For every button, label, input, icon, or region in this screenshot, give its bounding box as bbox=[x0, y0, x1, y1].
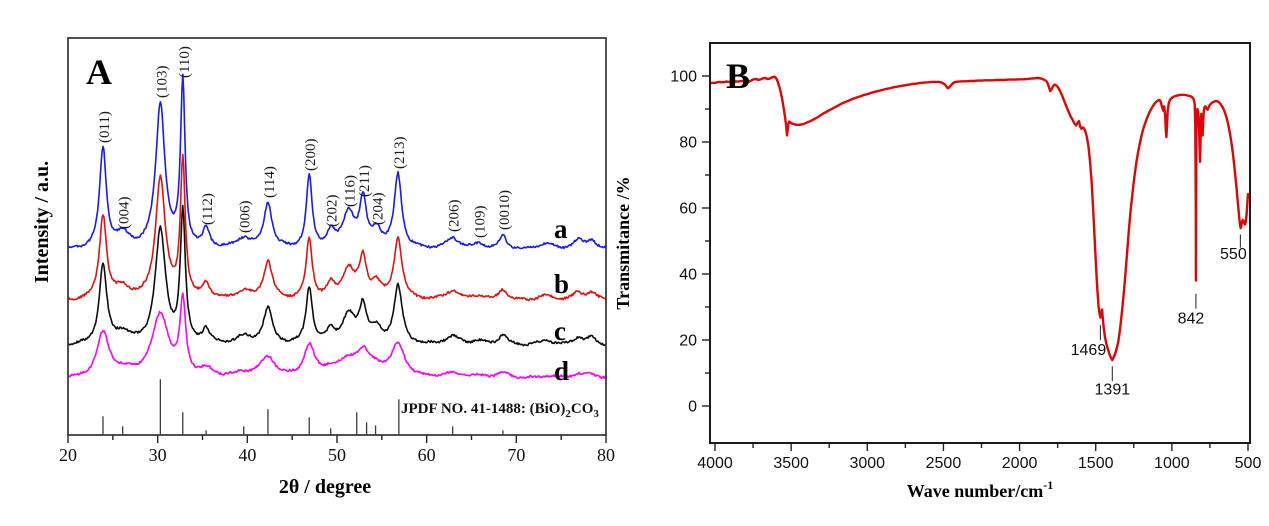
a-x-axis-ticks: 20 30 40 50 60 70 80 bbox=[59, 435, 615, 465]
b-x-tick-label: 1000 bbox=[1154, 455, 1190, 472]
plot-frame-a bbox=[67, 37, 607, 436]
b-y-tick-label: 0 bbox=[688, 399, 697, 416]
reference-label-main: JPDF NO. 41-1488: (BiO) bbox=[401, 401, 565, 417]
peak-label-112: (112) bbox=[200, 193, 216, 225]
annotation-label-1469: 1469 bbox=[1071, 342, 1107, 359]
panel-b-ftir: 4000 3500 3000 2500 2000 1500 1000 500 0 20 40 60 8… bbox=[613, 42, 1261, 501]
xrd-peak-labels: (011) (004) (103) (110) (112) (006) (114) (200)… bbox=[97, 46, 513, 238]
a-y-axis-title: Intensity / a.u. bbox=[31, 161, 53, 283]
plot-frame-b bbox=[709, 42, 1251, 444]
a-x-tick-label: 30 bbox=[149, 445, 167, 465]
peak-label-110: (110) bbox=[177, 46, 193, 78]
a-x-tick-label: 60 bbox=[418, 445, 436, 465]
panel-a-letter: A bbox=[86, 52, 112, 92]
a-x-axis-title: 2θ / degree bbox=[279, 476, 371, 498]
peak-label-006: (006) bbox=[238, 201, 254, 234]
peak-label-202: (202) bbox=[325, 195, 341, 228]
series-label-c: c bbox=[554, 316, 566, 346]
reference-label-sub3: 3 bbox=[593, 408, 599, 420]
ftir-curve-group bbox=[710, 75, 1250, 362]
ftir-spectrum-curve bbox=[710, 75, 1250, 362]
b-x-axis-title: Wave number/cm-1 bbox=[907, 478, 1054, 501]
b-y-tick-label: 80 bbox=[679, 135, 697, 152]
b-y-tick-label: 60 bbox=[679, 201, 697, 218]
xrd-curve-b bbox=[68, 153, 606, 302]
panel-b-letter: B bbox=[726, 56, 750, 96]
series-label-b: b bbox=[554, 269, 569, 299]
reference-label-co: CO bbox=[571, 401, 594, 417]
b-x-tick-label: 4000 bbox=[697, 455, 733, 472]
reference-pattern-label: JPDF NO. 41-1488: (BiO)2CO3 bbox=[401, 401, 599, 420]
xrd-curve-c bbox=[68, 204, 606, 347]
peak-label-206: (206) bbox=[447, 200, 463, 233]
a-x-tick-label: 80 bbox=[597, 445, 615, 465]
annotation-label-842: 842 bbox=[1178, 311, 1205, 328]
peak-label-211: (211) bbox=[357, 165, 373, 197]
b-x-axis-ticks: 4000 3500 3000 2500 2000 1500 1000 500 bbox=[697, 443, 1261, 472]
xrd-curves bbox=[68, 73, 606, 380]
a-x-tick-label: 20 bbox=[59, 445, 77, 465]
series-label-a: a bbox=[554, 214, 568, 244]
xrd-curve-a bbox=[68, 73, 606, 250]
b-x-axis-title-superscript: -1 bbox=[1043, 478, 1053, 492]
peak-label-213: (213) bbox=[392, 137, 408, 170]
peak-label-0010: (0010) bbox=[497, 190, 513, 230]
b-x-tick-label: 2500 bbox=[926, 455, 962, 472]
ftir-peak-annotations: 1469 1391 842 550 bbox=[1071, 234, 1247, 398]
peak-label-200: (200) bbox=[303, 139, 319, 172]
xrd-curve-d bbox=[68, 292, 606, 380]
peak-label-011: (011) bbox=[97, 111, 113, 143]
b-y-axis-ticks: 0 20 40 60 80 100 bbox=[670, 69, 710, 416]
annotation-label-550: 550 bbox=[1220, 246, 1247, 263]
panel-a-xrd: 20 30 40 50 60 70 80 (011) (004) (103) (110) (112)… bbox=[31, 37, 615, 498]
peak-label-116: (116) bbox=[343, 175, 359, 207]
reference-stick-pattern bbox=[102, 379, 504, 435]
b-x-axis-title-main: Wave number/cm bbox=[907, 481, 1044, 501]
b-x-tick-label: 1500 bbox=[1078, 455, 1114, 472]
b-x-tick-label: 2000 bbox=[1002, 455, 1038, 472]
b-y-tick-label: 20 bbox=[679, 333, 697, 350]
annotation-label-1391: 1391 bbox=[1095, 381, 1131, 398]
a-x-tick-label: 50 bbox=[328, 445, 346, 465]
a-x-tick-label: 70 bbox=[507, 445, 525, 465]
b-y-tick-label: 100 bbox=[670, 69, 697, 86]
series-label-d: d bbox=[554, 356, 569, 386]
peak-label-204: (204) bbox=[370, 193, 386, 226]
b-y-tick-label: 40 bbox=[679, 267, 697, 284]
reference-label-sub2: 2 bbox=[565, 408, 571, 420]
peak-label-114: (114) bbox=[262, 166, 278, 198]
a-x-tick-label: 40 bbox=[238, 445, 256, 465]
peak-label-109: (109) bbox=[473, 206, 489, 239]
b-x-tick-label: 500 bbox=[1235, 455, 1262, 472]
b-x-tick-label: 3000 bbox=[849, 455, 885, 472]
b-y-axis-title: Transmitance /% bbox=[613, 176, 633, 309]
peak-label-004: (004) bbox=[117, 197, 133, 230]
peak-label-103: (103) bbox=[154, 66, 170, 99]
b-x-tick-label: 3500 bbox=[773, 455, 809, 472]
